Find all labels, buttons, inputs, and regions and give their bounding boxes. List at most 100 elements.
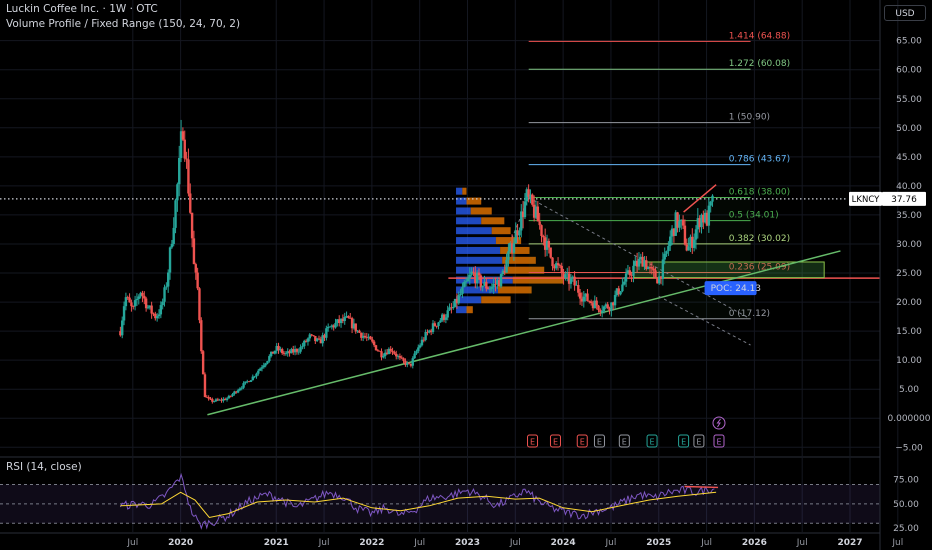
candle-body [166, 272, 170, 287]
candle-body [247, 381, 251, 383]
candle-body [293, 349, 297, 353]
candle-body [578, 292, 582, 299]
support-trendline [207, 250, 841, 416]
candle-body [176, 184, 179, 201]
candle-body [652, 268, 655, 271]
price-tick-label: 55.00 [896, 95, 922, 105]
time-tick-label: Jul [413, 538, 425, 548]
candle-body [352, 323, 356, 329]
candle-body [501, 270, 505, 275]
poc-label: POC: 24.13 [711, 284, 761, 294]
lightning-icon [716, 418, 721, 428]
candle-body [249, 380, 253, 382]
candle-body [534, 206, 538, 218]
candle-body [512, 243, 516, 253]
currency-button[interactable]: USD [884, 5, 926, 21]
candle-body [393, 352, 396, 354]
candle-body [152, 313, 155, 315]
candle-body [573, 276, 576, 286]
time-tick-label: Jul [605, 538, 617, 548]
candle-body [485, 281, 488, 289]
earnings-glyph: E [650, 438, 655, 447]
candle-body [455, 298, 459, 304]
candle-body [452, 306, 455, 309]
candle-body [211, 399, 214, 402]
candle-body [545, 240, 549, 250]
candle-body [586, 293, 589, 301]
candle-body [566, 273, 569, 275]
dashed-line [658, 295, 751, 346]
candle-body [676, 212, 679, 228]
candle-body [692, 239, 696, 248]
candle-body [466, 278, 470, 282]
candle-body [194, 264, 197, 273]
candle-body [295, 349, 299, 352]
candle-body [509, 243, 512, 252]
candle-body [161, 301, 164, 306]
candle-body [179, 131, 183, 158]
fib-label: 0.236 (25.09) [729, 262, 790, 272]
candle-body [367, 336, 370, 338]
candle-body [360, 332, 363, 338]
candle-body [571, 276, 574, 279]
candle-body [382, 356, 385, 358]
candle-body [588, 300, 591, 302]
candle-body [338, 319, 341, 324]
candle-body [529, 194, 532, 197]
candle-body [170, 243, 174, 248]
rsi-tick-label: 25.00 [893, 524, 919, 534]
candle-body [350, 318, 354, 329]
candle-body [536, 206, 540, 222]
rsi-tick-label: 75.00 [893, 476, 919, 486]
candle-body [404, 360, 407, 365]
candle-body [681, 219, 685, 226]
candle-body [139, 292, 142, 297]
candle-body [281, 349, 284, 354]
candle-body [372, 341, 376, 346]
dashed-line [509, 197, 530, 245]
earnings-marker [678, 434, 690, 448]
candle-body [358, 330, 361, 333]
candle-body [187, 159, 190, 194]
candle-body [457, 295, 460, 304]
candle-body [711, 195, 714, 202]
candle-body [549, 247, 552, 258]
fib-label: 1 (50.90) [729, 113, 770, 123]
candle-body [472, 271, 475, 273]
candle-body [600, 310, 604, 313]
candle-body [672, 228, 676, 236]
candle-body [332, 325, 335, 328]
earnings-marker [593, 434, 605, 448]
candle-body [657, 276, 661, 284]
candle-body [225, 398, 229, 401]
candle-body [150, 305, 153, 314]
candle-body [420, 339, 424, 346]
candle-body [525, 189, 528, 202]
candle-body [687, 246, 690, 251]
candle-body [424, 332, 427, 340]
vp-bar-down [481, 296, 511, 304]
vp-bar-down [466, 197, 482, 205]
candle-body [132, 306, 135, 307]
time-tick-label: Jul [509, 538, 521, 548]
candle-body [468, 274, 471, 279]
candle-body [266, 361, 269, 364]
candle-body [207, 397, 210, 399]
candle-body [459, 293, 462, 296]
time-tick-label: Jul [891, 538, 903, 548]
candle-body [477, 272, 481, 276]
candle-body [369, 336, 372, 340]
price-tick-label: −5.00 [895, 443, 923, 453]
time-tick-label: Jul [126, 538, 138, 548]
candle-body [680, 219, 683, 222]
candle-body [128, 297, 131, 303]
candle-body [492, 283, 495, 288]
candle-body [218, 399, 221, 401]
candle-body [639, 256, 643, 260]
candle-body [292, 349, 295, 353]
candle-body [689, 236, 692, 247]
candle-body [155, 316, 159, 319]
candle-body [635, 260, 639, 267]
